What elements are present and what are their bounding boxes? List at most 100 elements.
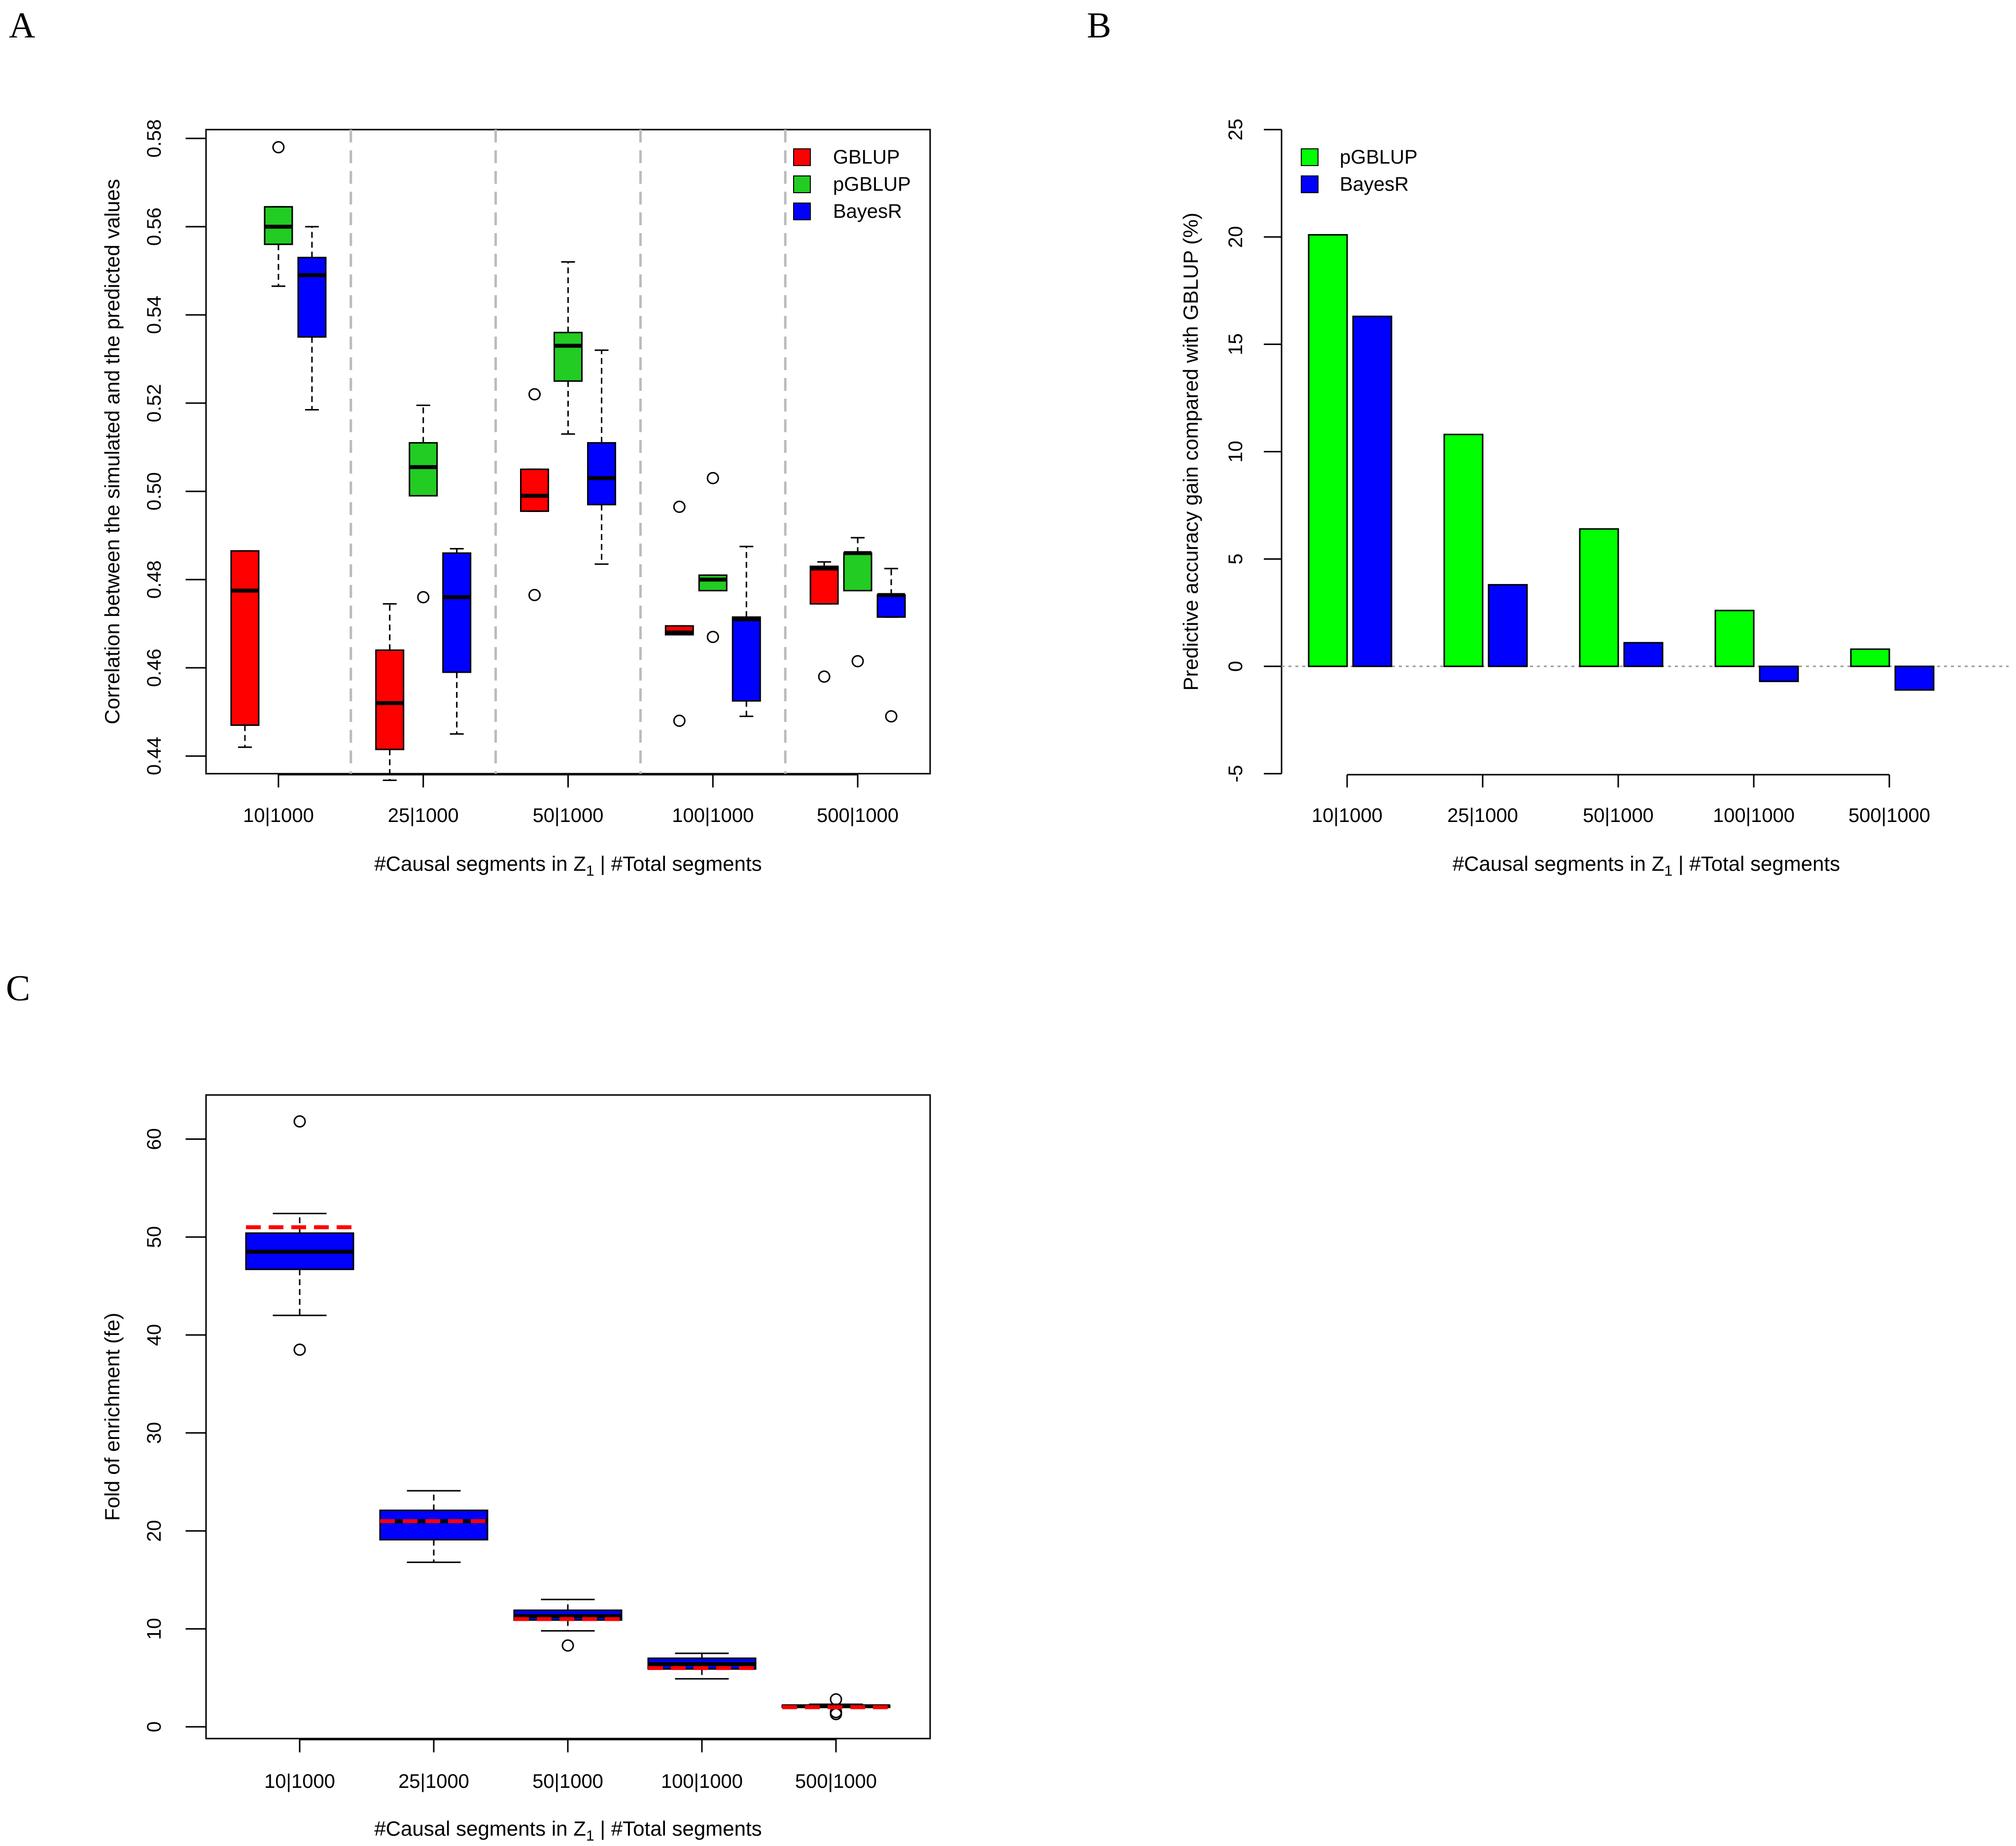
outlier-point: [272, 141, 285, 154]
y-tick-label: 0.52: [143, 384, 165, 422]
y-tick-label: 0: [143, 1721, 165, 1732]
outlier-point: [528, 388, 541, 401]
y-tick-label: 0.58: [143, 119, 165, 158]
y-tick-label: 0.48: [143, 560, 165, 599]
x-tick-label: 100|1000: [672, 805, 754, 826]
y-tick-label: 50: [143, 1226, 165, 1248]
y-tick-label: 0.56: [143, 207, 165, 246]
y-tick-label: 0.54: [143, 296, 165, 334]
outlier-point: [293, 1343, 306, 1356]
x-axis-title-part: | #Total segments: [1672, 852, 1840, 875]
outlier-point: [830, 1693, 842, 1706]
y-tick-label: 10: [1225, 441, 1247, 463]
x-tick-label: 500|1000: [1848, 805, 1930, 826]
y-tick-label: 20: [1225, 226, 1247, 248]
legend-label: GBLUP: [833, 146, 900, 168]
x-axis-title-subscript: 1: [586, 863, 594, 879]
bar-pgblup: [1850, 648, 1890, 667]
outlier-point: [561, 1639, 574, 1652]
legend-swatch: [793, 148, 811, 166]
x-tick-label: 500|1000: [795, 1771, 877, 1792]
bar-bayesr: [1623, 642, 1664, 667]
bar-pgblup: [1714, 610, 1755, 667]
box-iqr: [442, 552, 472, 673]
y-axis-title: Correlation between the simulated and th…: [101, 179, 124, 724]
outlier-point: [818, 670, 831, 683]
y-tick-label: 5: [1225, 553, 1247, 564]
x-tick-label: 10|1000: [1312, 805, 1383, 826]
y-axis-title: Fold of enrichment (fe): [101, 1313, 124, 1521]
x-axis-title-part: #Causal segments in Z: [1453, 852, 1665, 875]
outlier-point: [706, 472, 719, 484]
bar-pgblup: [1308, 234, 1348, 667]
x-axis-title-part: | #Total segments: [594, 852, 762, 875]
x-tick-label: 500|1000: [817, 805, 899, 826]
legend-swatch: [1301, 175, 1319, 193]
x-axis-title-part: | #Total segments: [594, 1817, 762, 1840]
box-iqr: [587, 442, 616, 506]
box-iqr: [843, 552, 872, 591]
outlier-point: [706, 630, 719, 643]
y-tick-label: 10: [143, 1618, 165, 1640]
x-tick-label: 25|1000: [1447, 805, 1518, 826]
bar-pgblup: [1443, 434, 1484, 667]
y-tick-label: 0: [1225, 661, 1247, 672]
bar-bayesr: [1352, 315, 1392, 667]
y-tick-label: 25: [1225, 119, 1247, 141]
y-axis-title: Predictive accuracy gain compared with G…: [1179, 212, 1202, 690]
panel-letter-b: B: [1087, 5, 1111, 46]
y-tick-label: 0.44: [143, 737, 165, 775]
box-iqr: [876, 594, 906, 618]
panel-letter-a: A: [9, 5, 35, 46]
panel-b-bar-chart: -5 0 5 10 15 20 25 10|1000 25|1000 50|1000 100|100…: [1179, 119, 2009, 879]
bar-bayesr: [1894, 665, 1935, 691]
box-iqr: [554, 332, 583, 382]
box-iqr: [731, 616, 761, 702]
x-axis-title: #Causal segments in Z1 | #Total segments: [374, 1817, 762, 1844]
x-axis-title: #Causal segments in Z1 | #Total segments: [374, 852, 762, 879]
y-tick-label: 15: [1225, 333, 1247, 355]
y-tick-label: 30: [143, 1422, 165, 1444]
legend-label: pGBLUP: [833, 173, 911, 195]
legend-swatch: [1301, 148, 1319, 166]
x-tick-label: 100|1000: [661, 1771, 743, 1792]
box-iqr: [698, 574, 728, 591]
x-axis-title-part: #Causal segments in Z: [374, 852, 586, 875]
x-tick-label: 50|1000: [532, 1771, 603, 1792]
box-iqr: [520, 468, 549, 512]
x-tick-label: 50|1000: [1583, 805, 1654, 826]
panel-letter-c: C: [6, 968, 30, 1009]
outlier-point: [851, 655, 864, 668]
legend-label: BayesR: [833, 201, 902, 222]
y-tick-label: 40: [143, 1324, 165, 1346]
x-tick-label: 25|1000: [388, 805, 459, 826]
x-tick-label: 25|1000: [398, 1771, 469, 1792]
legend-swatch: [793, 203, 811, 220]
x-tick-label: 10|1000: [243, 805, 314, 826]
box-iqr: [379, 1509, 488, 1540]
legend-swatch: [793, 175, 811, 193]
outlier-point: [673, 715, 686, 727]
x-axis-title-part: #Causal segments in Z: [374, 1817, 586, 1840]
box-iqr: [809, 565, 839, 605]
outlier-point: [885, 710, 898, 723]
panel-c-boxplot: 0 10 20 30 40 50 60 10|1000 25|1000 50|1000 100|10…: [101, 1094, 931, 1844]
bar-bayesr: [1759, 665, 1799, 683]
legend-label: BayesR: [1340, 173, 1409, 195]
outlier-point: [673, 500, 686, 513]
outlier-point: [528, 588, 541, 601]
y-tick-label: 0.50: [143, 472, 165, 511]
box-iqr: [230, 550, 260, 726]
x-tick-label: 100|1000: [1713, 805, 1795, 826]
x-tick-label: 10|1000: [264, 1771, 335, 1792]
box-iqr: [375, 649, 405, 751]
x-axis-title-subscript: 1: [1664, 863, 1672, 879]
outlier-point: [293, 1115, 306, 1128]
plot-frame: [205, 1094, 931, 1740]
legend-label: pGBLUP: [1340, 146, 1418, 168]
y-tick-label: 60: [143, 1128, 165, 1150]
x-axis-title: #Causal segments in Z1 | #Total segments: [1453, 852, 1840, 879]
x-axis-title-subscript: 1: [586, 1828, 594, 1844]
x-tick-label: 50|1000: [533, 805, 604, 826]
